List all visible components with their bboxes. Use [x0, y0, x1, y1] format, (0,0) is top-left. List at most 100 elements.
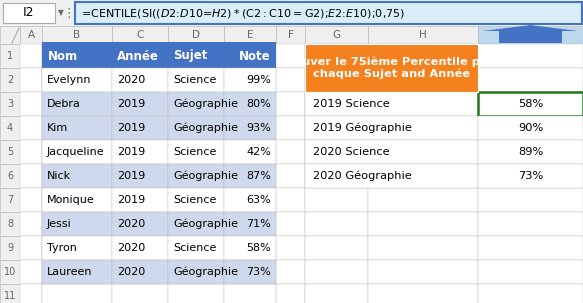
- Bar: [224, 212, 276, 236]
- Bar: [20, 260, 42, 284]
- Bar: [20, 188, 42, 212]
- Bar: [20, 164, 42, 188]
- Bar: [368, 188, 478, 212]
- Bar: [368, 164, 478, 188]
- Text: 2020: 2020: [117, 267, 145, 277]
- Text: Géographie: Géographie: [173, 219, 238, 229]
- Bar: [42, 140, 112, 164]
- FancyArrow shape: [483, 25, 578, 43]
- Bar: [112, 42, 168, 68]
- Bar: [224, 236, 276, 260]
- Bar: [368, 284, 478, 303]
- Bar: [276, 116, 305, 140]
- Bar: [0, 26, 20, 44]
- Bar: [112, 236, 168, 260]
- Bar: [305, 44, 478, 92]
- Bar: [168, 236, 224, 260]
- Text: 9: 9: [7, 243, 13, 253]
- Bar: [42, 68, 112, 92]
- Bar: [42, 188, 112, 212]
- Bar: [368, 26, 478, 44]
- Bar: [112, 212, 168, 236]
- Bar: [112, 140, 168, 164]
- Bar: [478, 164, 583, 188]
- Bar: [42, 260, 112, 284]
- Bar: [112, 212, 168, 236]
- Text: 2019: 2019: [117, 147, 145, 157]
- Bar: [276, 212, 305, 236]
- Text: 2: 2: [7, 75, 13, 85]
- Bar: [168, 44, 224, 68]
- Text: 5: 5: [7, 147, 13, 157]
- Bar: [224, 188, 276, 212]
- Bar: [42, 42, 112, 68]
- Text: 2019: 2019: [117, 195, 145, 205]
- Bar: [20, 212, 42, 236]
- Text: Géographie: Géographie: [173, 171, 238, 181]
- Text: Science: Science: [173, 147, 216, 157]
- Bar: [42, 68, 112, 92]
- Bar: [478, 26, 583, 44]
- Bar: [224, 140, 276, 164]
- Bar: [168, 164, 224, 188]
- Text: D: D: [192, 30, 200, 40]
- Bar: [20, 284, 42, 303]
- Text: 11: 11: [4, 291, 16, 301]
- Bar: [112, 92, 168, 116]
- Text: B: B: [73, 30, 80, 40]
- Bar: [305, 44, 368, 68]
- Text: Jacqueline: Jacqueline: [47, 147, 104, 157]
- Text: Note: Note: [240, 49, 271, 62]
- Bar: [0, 188, 20, 212]
- Bar: [112, 164, 168, 188]
- Bar: [305, 164, 368, 188]
- Text: 42%: 42%: [246, 147, 271, 157]
- Bar: [168, 212, 224, 236]
- Text: 2019 Science: 2019 Science: [313, 99, 390, 109]
- Bar: [368, 44, 478, 68]
- Text: Kim: Kim: [47, 123, 68, 133]
- Bar: [112, 188, 168, 212]
- Bar: [0, 164, 20, 188]
- Text: Géographie: Géographie: [173, 123, 238, 133]
- Bar: [42, 164, 112, 188]
- Text: Tyron: Tyron: [47, 243, 77, 253]
- Text: 2019 Géographie: 2019 Géographie: [313, 123, 412, 133]
- Bar: [112, 116, 168, 140]
- Bar: [224, 68, 276, 92]
- Bar: [168, 236, 224, 260]
- Bar: [305, 140, 478, 164]
- Bar: [42, 92, 112, 116]
- Bar: [0, 284, 20, 303]
- Text: 58%: 58%: [246, 243, 271, 253]
- Bar: [20, 140, 42, 164]
- Bar: [42, 116, 112, 140]
- Bar: [42, 26, 112, 44]
- Bar: [168, 260, 224, 284]
- Bar: [276, 68, 305, 92]
- Bar: [168, 42, 224, 68]
- Bar: [168, 116, 224, 140]
- Bar: [224, 164, 276, 188]
- Bar: [168, 92, 224, 116]
- Text: G: G: [332, 30, 340, 40]
- Bar: [20, 26, 42, 44]
- Bar: [20, 92, 42, 116]
- Bar: [368, 236, 478, 260]
- Text: 73%: 73%: [246, 267, 271, 277]
- Bar: [305, 212, 368, 236]
- Bar: [42, 92, 112, 116]
- Bar: [478, 188, 583, 212]
- Bar: [478, 44, 583, 68]
- Bar: [3, 3, 55, 23]
- Text: Science: Science: [173, 195, 216, 205]
- Text: 90%: 90%: [518, 123, 543, 133]
- Bar: [305, 68, 368, 92]
- Bar: [305, 140, 368, 164]
- Text: C: C: [136, 30, 143, 40]
- Text: Jessi: Jessi: [47, 219, 72, 229]
- Bar: [368, 116, 478, 140]
- Bar: [224, 68, 276, 92]
- Bar: [478, 116, 583, 140]
- Text: 2019: 2019: [117, 171, 145, 181]
